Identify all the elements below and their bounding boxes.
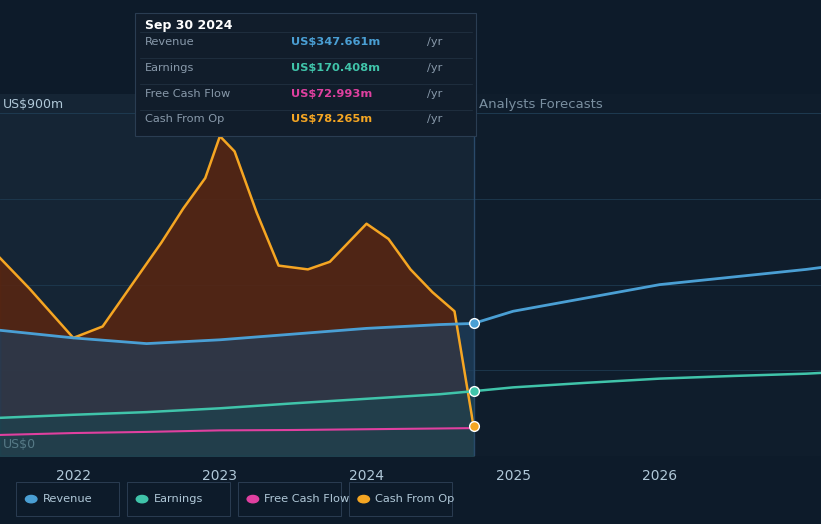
Text: Earnings: Earnings — [154, 494, 203, 504]
Text: Past: Past — [440, 98, 468, 111]
Text: US$347.661m: US$347.661m — [291, 37, 381, 47]
Text: US$170.408m: US$170.408m — [291, 63, 380, 73]
Text: Cash From Op: Cash From Op — [375, 494, 455, 504]
Text: Sep 30 2024: Sep 30 2024 — [145, 19, 233, 32]
Text: /yr: /yr — [427, 89, 443, 99]
Text: /yr: /yr — [427, 63, 443, 73]
Bar — [474, 94, 821, 456]
Text: Earnings: Earnings — [145, 63, 195, 73]
Bar — [0, 94, 474, 456]
Text: US$0: US$0 — [3, 438, 36, 451]
Text: Free Cash Flow: Free Cash Flow — [264, 494, 350, 504]
Text: Revenue: Revenue — [43, 494, 92, 504]
Text: Revenue: Revenue — [145, 37, 195, 47]
Text: /yr: /yr — [427, 37, 443, 47]
Text: US$900m: US$900m — [3, 99, 64, 112]
Text: US$72.993m: US$72.993m — [291, 89, 373, 99]
Text: Cash From Op: Cash From Op — [145, 114, 225, 125]
Text: Free Cash Flow: Free Cash Flow — [145, 89, 231, 99]
Text: Analysts Forecasts: Analysts Forecasts — [479, 98, 603, 111]
Text: US$78.265m: US$78.265m — [291, 114, 373, 125]
Text: /yr: /yr — [427, 114, 443, 125]
